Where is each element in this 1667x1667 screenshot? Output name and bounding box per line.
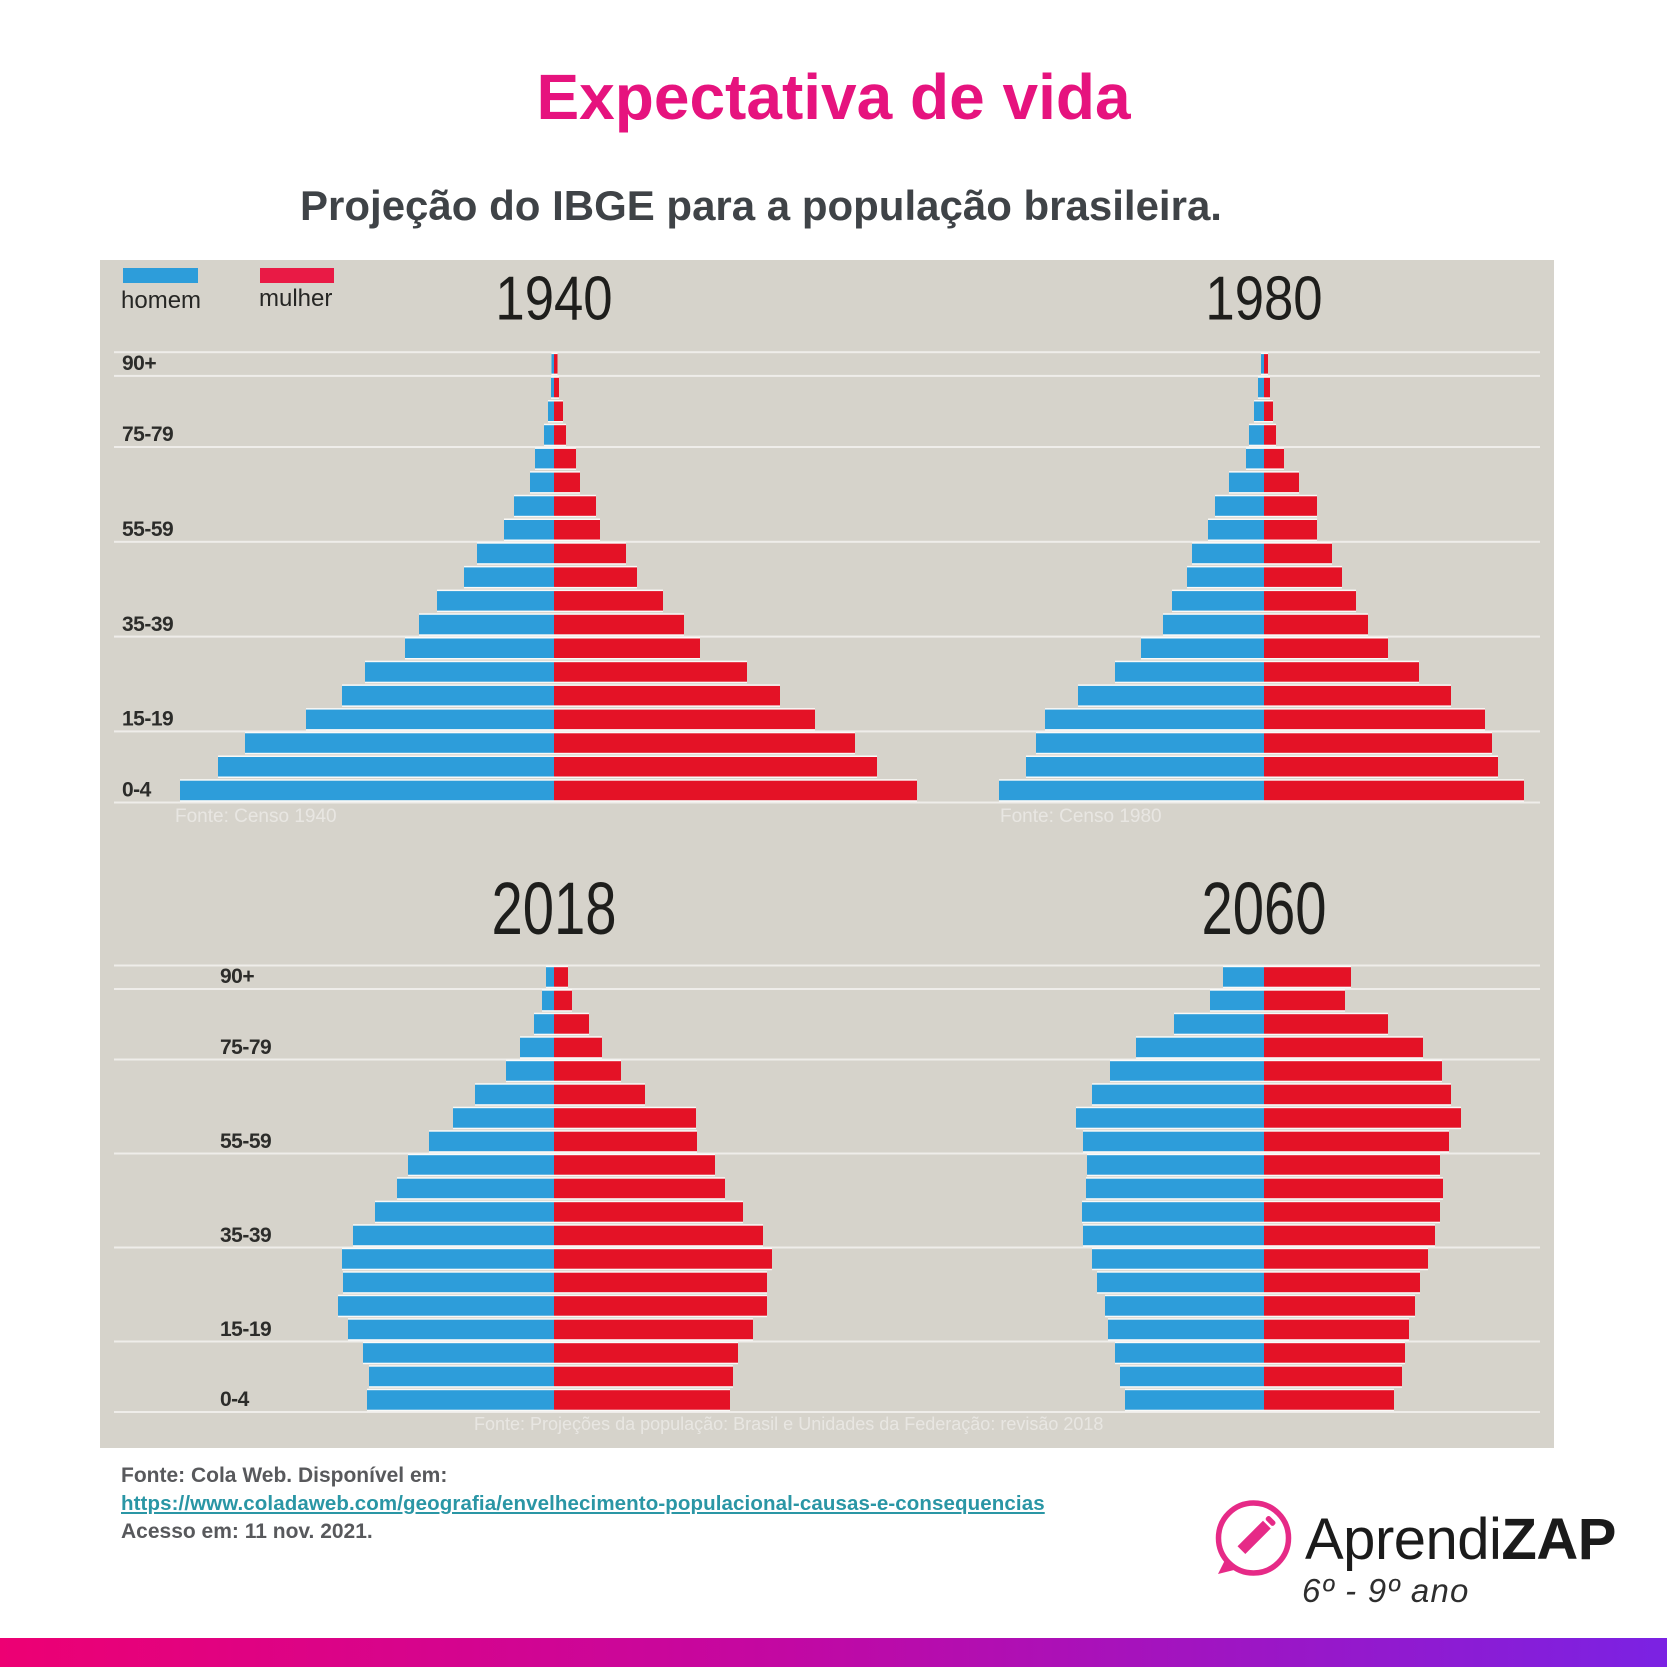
svg-text:2060: 2060 xyxy=(1201,868,1326,950)
svg-text:35-39: 35-39 xyxy=(220,1224,271,1247)
svg-text:AprendiZAP: AprendiZAP xyxy=(1305,1507,1616,1572)
svg-text:75-79: 75-79 xyxy=(220,1036,271,1059)
svg-text:55-59: 55-59 xyxy=(122,518,173,541)
svg-text:6º - 9º ano: 6º - 9º ano xyxy=(1302,1572,1470,1609)
svg-text:15-19: 15-19 xyxy=(122,708,173,731)
svg-text:1980: 1980 xyxy=(1205,265,1322,334)
svg-text:0-4: 0-4 xyxy=(122,779,152,802)
svg-text:35-39: 35-39 xyxy=(122,613,173,636)
svg-text:mulher: mulher xyxy=(259,285,332,312)
svg-text:75-79: 75-79 xyxy=(122,423,173,446)
svg-text:2018: 2018 xyxy=(491,868,616,950)
svg-text:homem: homem xyxy=(121,287,201,314)
svg-text:15-19: 15-19 xyxy=(220,1318,271,1341)
svg-text:Fonte: Censo 1940: Fonte: Censo 1940 xyxy=(175,806,337,827)
svg-text:55-59: 55-59 xyxy=(220,1130,271,1153)
svg-text:90+: 90+ xyxy=(122,352,156,375)
svg-text:1940: 1940 xyxy=(495,265,612,334)
svg-text:90+: 90+ xyxy=(220,965,254,988)
svg-text:0-4: 0-4 xyxy=(220,1388,250,1411)
svg-text:Fonte: Projeções da população:: Fonte: Projeções da população: Brasil e … xyxy=(474,1414,1103,1434)
svg-text:Fonte: Censo 1980: Fonte: Censo 1980 xyxy=(1000,806,1162,827)
